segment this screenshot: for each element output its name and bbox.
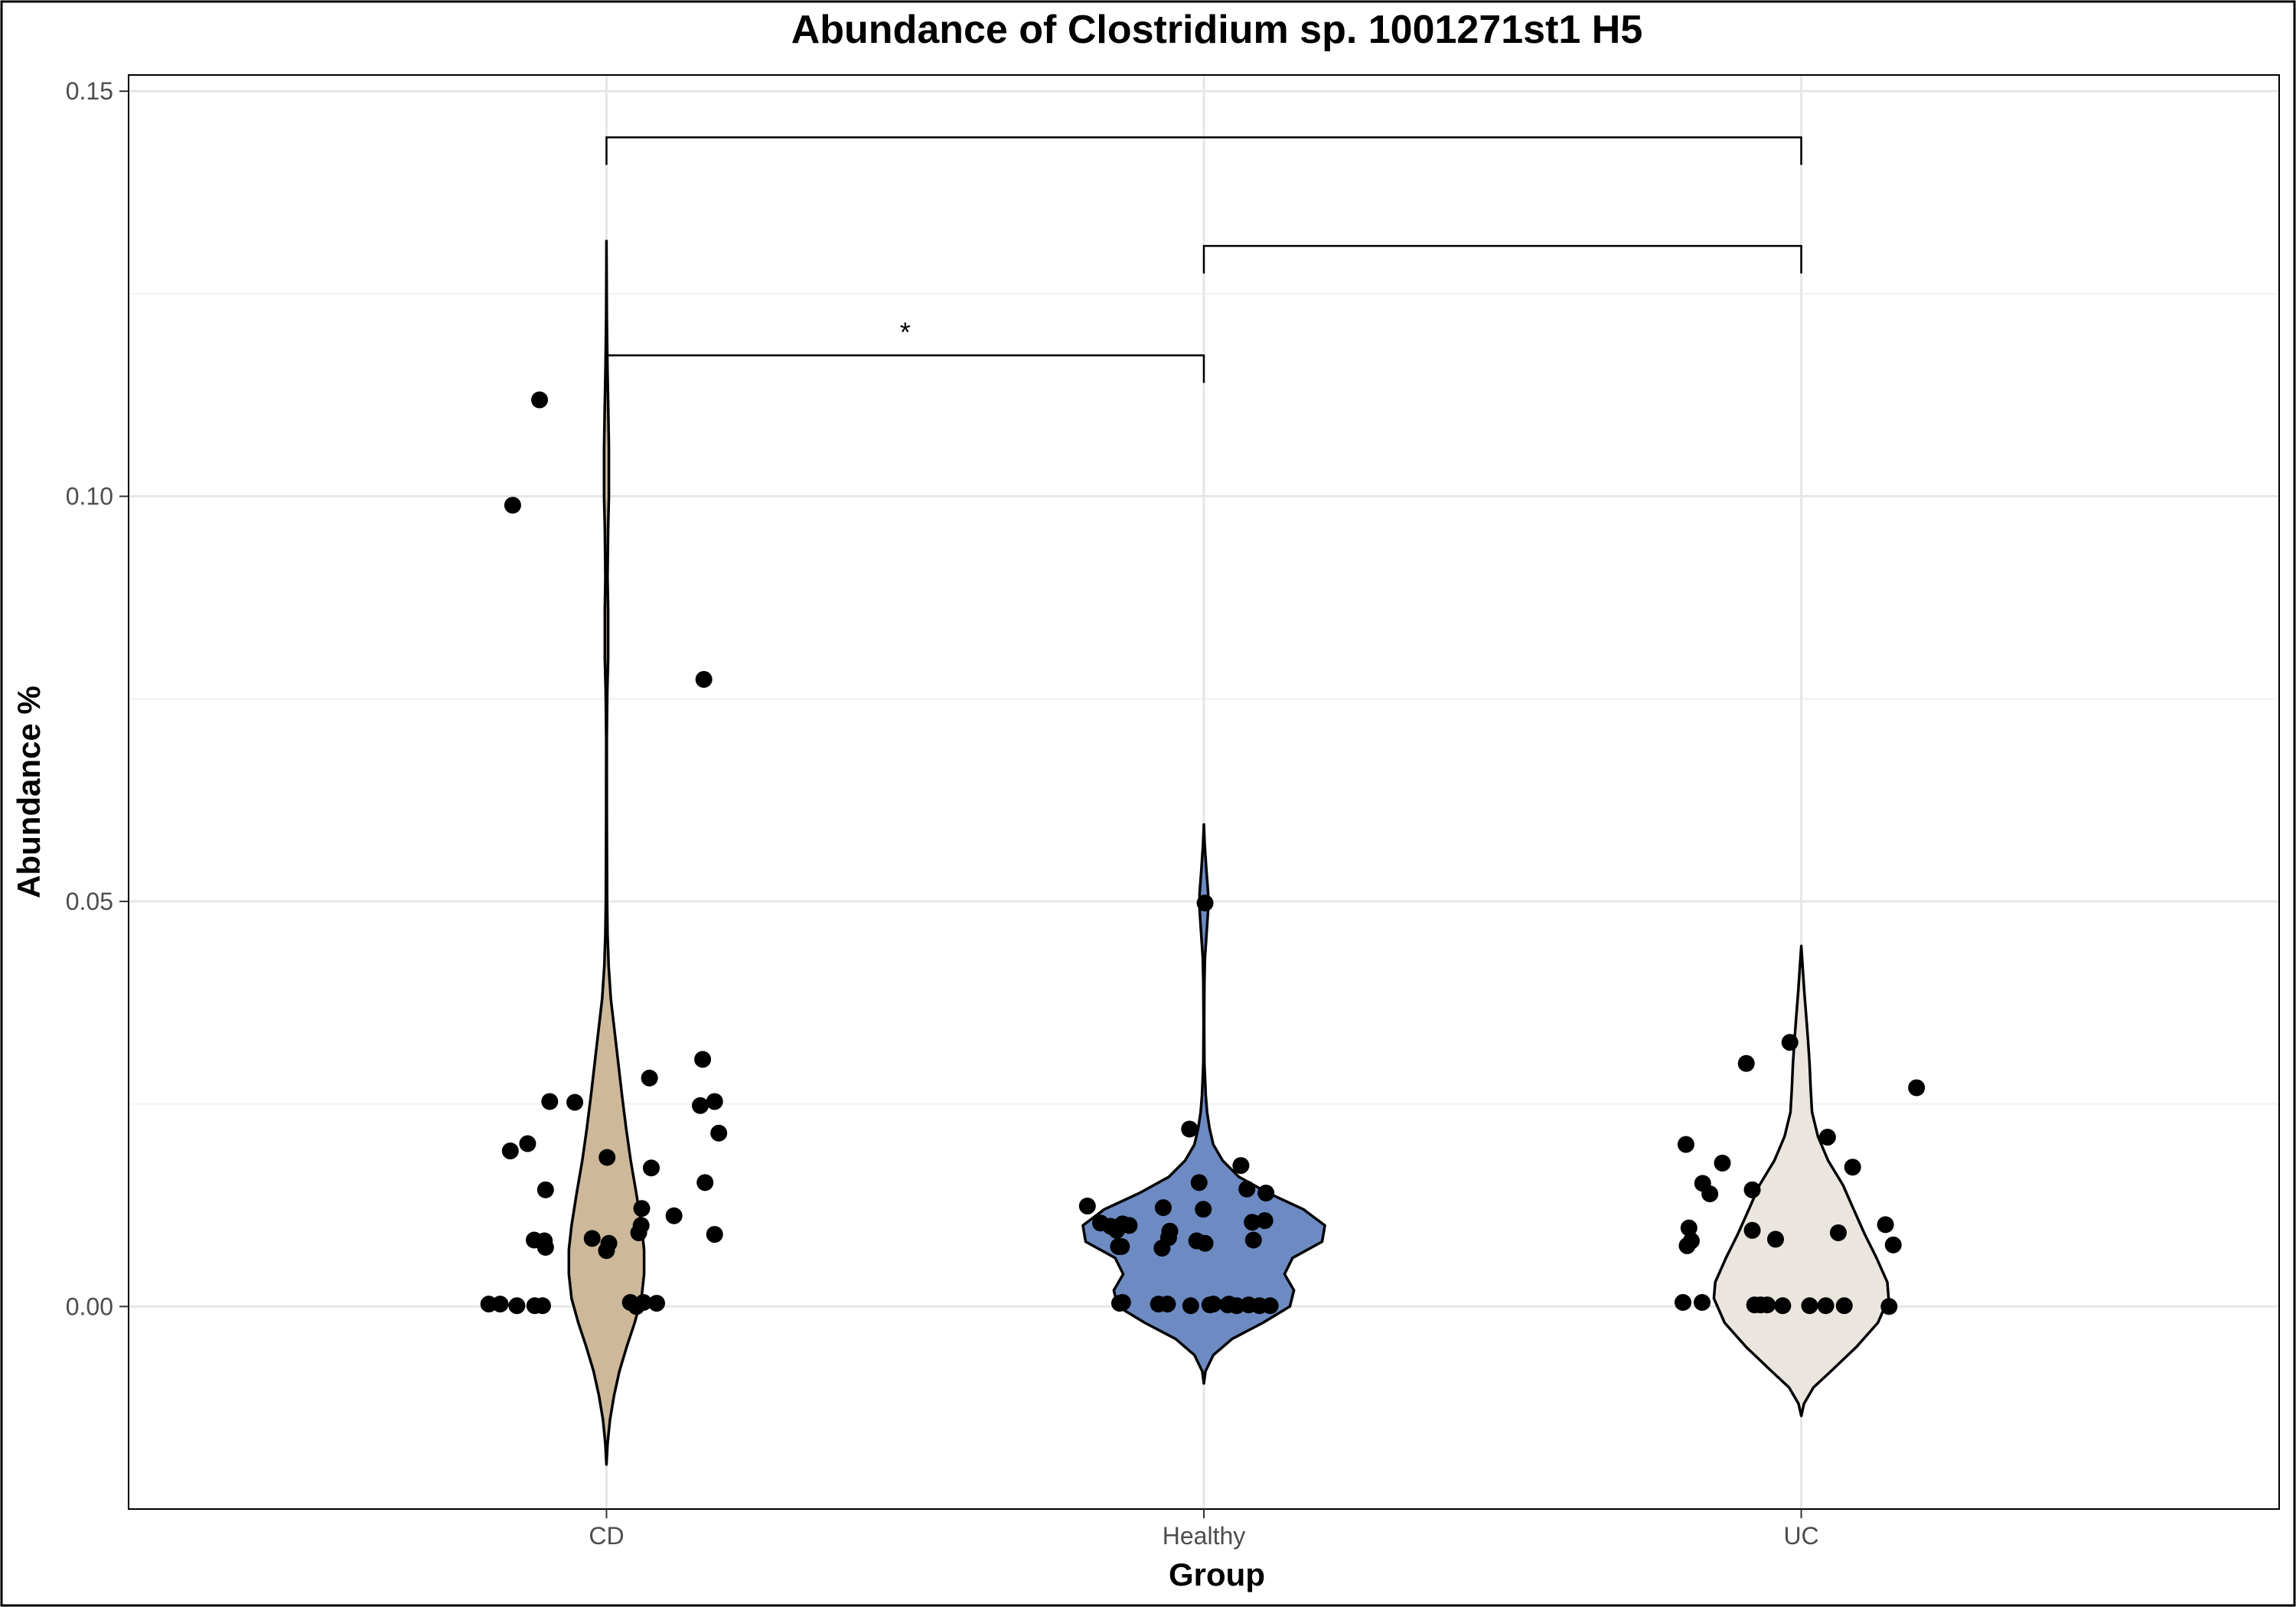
data-point [1678, 1237, 1696, 1254]
data-point [1201, 1296, 1218, 1314]
data-point [1766, 1231, 1784, 1248]
data-point [1680, 1219, 1698, 1237]
data-point [1737, 1054, 1755, 1072]
data-point [710, 1124, 728, 1142]
data-point [1817, 1297, 1835, 1315]
data-point [1232, 1157, 1250, 1175]
data-point [1256, 1212, 1274, 1230]
data-point [1801, 1297, 1818, 1315]
y-axis-title: Abundance % [11, 686, 47, 898]
data-point [1228, 1297, 1245, 1315]
data-point [1701, 1185, 1719, 1203]
data-point [665, 1207, 683, 1224]
y-axis-ticks: 0.00 0.05 0.10 0.15 [66, 77, 129, 1320]
data-point [1261, 1297, 1279, 1315]
data-point [1675, 1294, 1692, 1312]
data-point [1693, 1294, 1711, 1312]
data-point [1844, 1159, 1861, 1176]
data-point [648, 1295, 666, 1312]
x-tick-label: Healthy [1163, 1522, 1246, 1550]
data-point [1196, 895, 1214, 912]
data-point [630, 1224, 647, 1241]
data-point [1108, 1221, 1126, 1239]
data-point [696, 1174, 714, 1191]
data-point [536, 1239, 554, 1257]
chart-title: Abundance of Clostridium sp. 1001271st1 … [791, 8, 1643, 52]
significance-bracket [1202, 245, 1802, 274]
data-point [641, 1069, 658, 1087]
data-point [1829, 1224, 1847, 1241]
data-point [1774, 1297, 1792, 1315]
data-point [598, 1149, 616, 1166]
data-point [1244, 1214, 1261, 1231]
data-point [1781, 1034, 1799, 1051]
data-point [1908, 1079, 1926, 1097]
data-point [501, 1143, 519, 1160]
data-point [1884, 1236, 1902, 1253]
data-point [1835, 1297, 1853, 1315]
plot-panel: * [128, 74, 2280, 1510]
data-point [1196, 1234, 1214, 1252]
data-point [536, 1181, 554, 1198]
data-point [1182, 1297, 1199, 1315]
data-point [533, 1297, 551, 1315]
data-point [541, 1093, 559, 1110]
data-point [531, 391, 549, 409]
x-tick-label: CD [589, 1522, 624, 1550]
y-tick-label: 0.00 [66, 1292, 113, 1320]
data-point [1877, 1216, 1894, 1234]
data-point [1078, 1198, 1096, 1215]
data-point [1244, 1231, 1262, 1249]
data-point [706, 1093, 723, 1110]
data-point [1159, 1296, 1176, 1313]
data-points [480, 391, 1926, 1315]
data-point [706, 1226, 723, 1244]
y-tick-label: 0.05 [66, 888, 113, 915]
x-axis-ticks: CD Healthy UC [589, 1509, 1819, 1550]
y-tick-label: 0.15 [66, 77, 113, 105]
significance-label: * [900, 316, 911, 347]
data-point [1153, 1240, 1171, 1257]
data-point [1110, 1295, 1128, 1312]
data-point [633, 1200, 651, 1217]
data-point [1743, 1181, 1761, 1198]
data-point [1743, 1221, 1761, 1239]
data-point [519, 1135, 536, 1152]
data-point [691, 1097, 709, 1114]
data-point [1238, 1180, 1256, 1198]
data-point [1195, 1201, 1212, 1218]
data-point [1154, 1199, 1172, 1217]
y-tick-label: 0.10 [66, 483, 113, 510]
data-point [628, 1298, 645, 1315]
significance-bracket [605, 354, 1205, 383]
data-point [598, 1242, 615, 1260]
data-point [694, 1051, 712, 1068]
violin-healthy [1081, 823, 1326, 1385]
data-point [1113, 1237, 1130, 1255]
data-point [1677, 1136, 1694, 1153]
data-point [642, 1159, 660, 1177]
data-point [508, 1297, 526, 1315]
data-point [583, 1230, 601, 1247]
data-point [1818, 1129, 1836, 1146]
significance-bracket [605, 136, 1802, 165]
data-point [1880, 1298, 1898, 1315]
x-tick-label: UC [1783, 1522, 1818, 1550]
data-point [695, 670, 713, 688]
data-point [1181, 1120, 1199, 1138]
data-point [491, 1296, 509, 1313]
data-point [504, 497, 521, 514]
data-point [1759, 1296, 1776, 1314]
data-point [1190, 1174, 1208, 1191]
data-point [1714, 1154, 1731, 1172]
x-axis-title: Group [1169, 1556, 1265, 1592]
data-point [566, 1094, 584, 1111]
significance-brackets: * [605, 136, 1802, 383]
data-point [1257, 1185, 1275, 1202]
violin-cd [567, 240, 646, 1466]
